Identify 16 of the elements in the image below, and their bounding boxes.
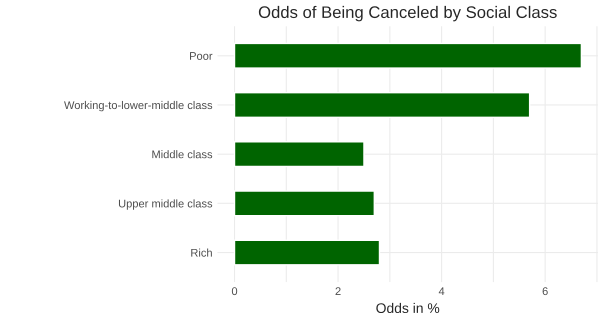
x-axis-title: Odds in % — [376, 302, 440, 314]
y-tick-label: Rich — [191, 248, 212, 257]
y-tick-label: Middle class — [152, 150, 212, 158]
y-tick-label: Upper middle class — [118, 199, 212, 210]
bar — [234, 190, 375, 216]
bar — [234, 141, 365, 168]
bar — [234, 42, 582, 69]
x-tick-label: 4 — [438, 287, 444, 295]
x-tick-label: 6 — [542, 287, 548, 296]
y-tick-label: Working-to-lower-middle class — [64, 100, 212, 112]
y-tick-label: Poor — [190, 52, 212, 60]
x-tick-label: 0 — [232, 287, 238, 296]
bar — [234, 240, 380, 266]
bar — [234, 92, 530, 118]
chart-title: Odds of Being Canceled by Social Class — [258, 6, 557, 22]
x-tick-label: 2 — [336, 287, 341, 295]
